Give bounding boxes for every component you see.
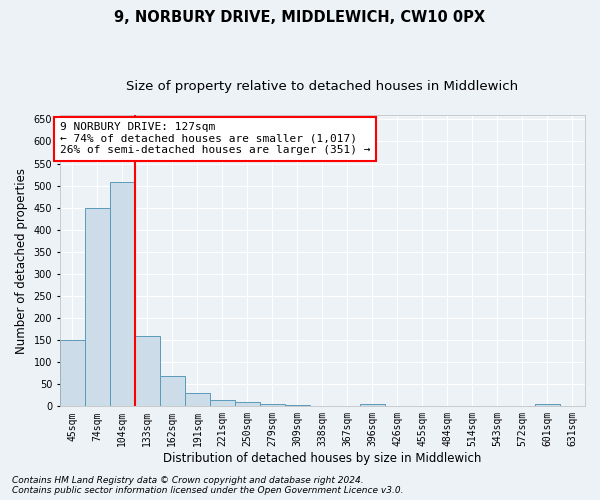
X-axis label: Distribution of detached houses by size in Middlewich: Distribution of detached houses by size …	[163, 452, 482, 465]
Title: Size of property relative to detached houses in Middlewich: Size of property relative to detached ho…	[127, 80, 518, 93]
Text: Contains HM Land Registry data © Crown copyright and database right 2024.
Contai: Contains HM Land Registry data © Crown c…	[12, 476, 404, 495]
Bar	[135, 336, 160, 406]
Bar	[185, 393, 210, 406]
Bar	[360, 404, 385, 406]
Text: 9 NORBURY DRIVE: 127sqm
← 74% of detached houses are smaller (1,017)
26% of semi: 9 NORBURY DRIVE: 127sqm ← 74% of detache…	[60, 122, 370, 156]
Text: 9, NORBURY DRIVE, MIDDLEWICH, CW10 0PX: 9, NORBURY DRIVE, MIDDLEWICH, CW10 0PX	[115, 10, 485, 25]
Bar	[110, 182, 135, 406]
Bar	[160, 376, 185, 406]
Bar	[85, 208, 110, 406]
Y-axis label: Number of detached properties: Number of detached properties	[15, 168, 28, 354]
Bar	[260, 404, 285, 406]
Bar	[210, 400, 235, 406]
Bar	[60, 340, 85, 406]
Bar	[235, 402, 260, 406]
Bar	[535, 404, 560, 406]
